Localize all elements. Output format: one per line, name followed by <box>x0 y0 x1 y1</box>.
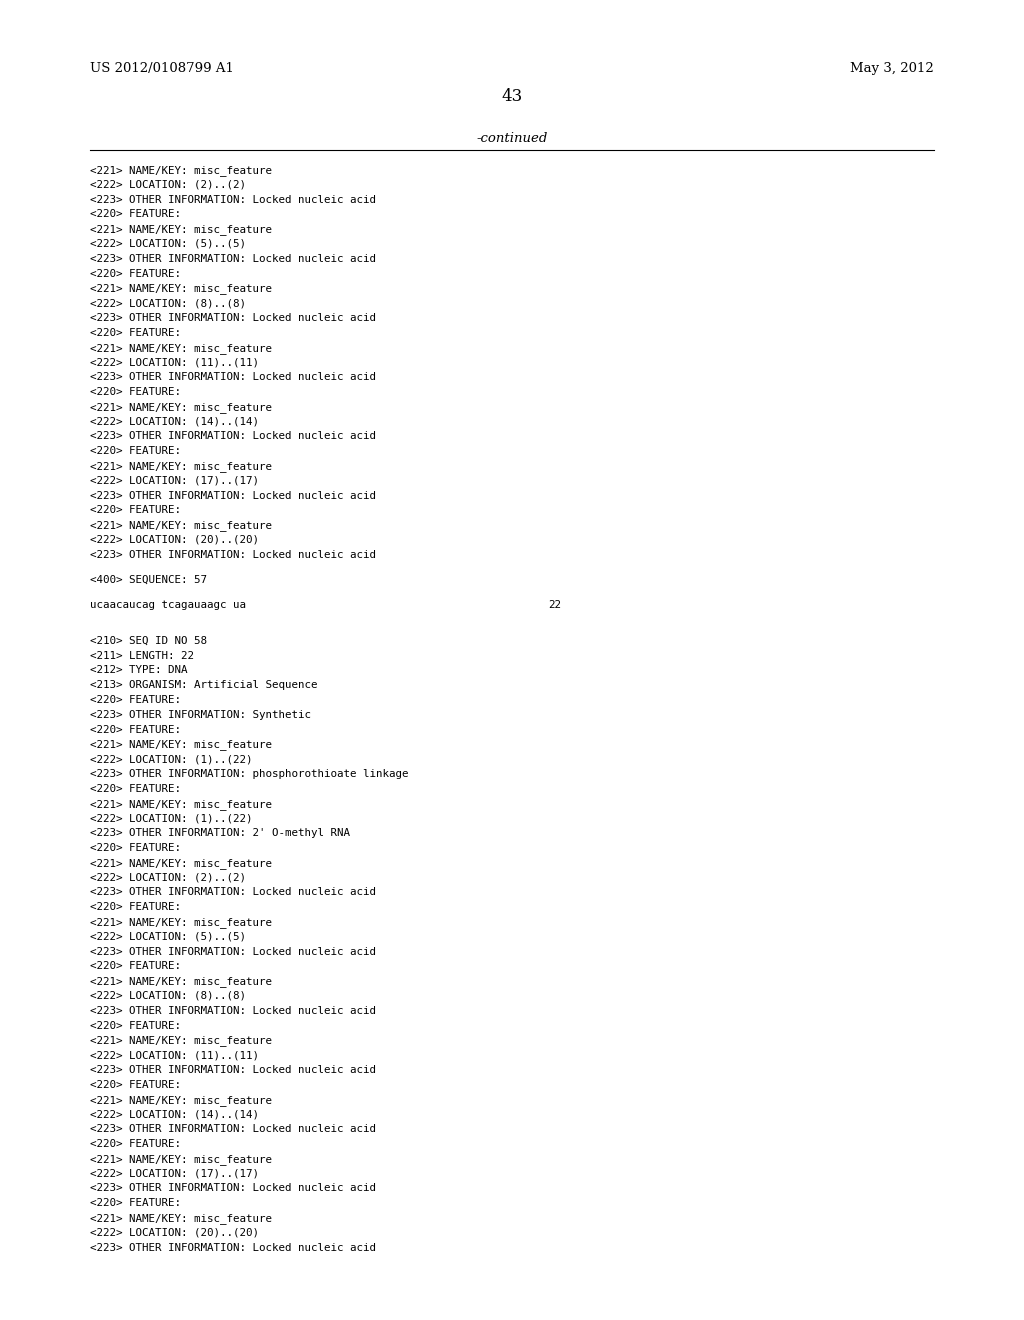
Text: <223> OTHER INFORMATION: phosphorothioate linkage: <223> OTHER INFORMATION: phosphorothioat… <box>90 770 409 779</box>
Text: <221> NAME/KEY: misc_feature: <221> NAME/KEY: misc_feature <box>90 917 272 928</box>
Text: <222> LOCATION: (20)..(20): <222> LOCATION: (20)..(20) <box>90 1228 259 1238</box>
Text: <222> LOCATION: (1)..(22): <222> LOCATION: (1)..(22) <box>90 813 253 824</box>
Text: <222> LOCATION: (5)..(5): <222> LOCATION: (5)..(5) <box>90 932 246 941</box>
Text: <220> FEATURE:: <220> FEATURE: <box>90 784 181 793</box>
Text: <220> FEATURE:: <220> FEATURE: <box>90 446 181 457</box>
Text: <221> NAME/KEY: misc_feature: <221> NAME/KEY: misc_feature <box>90 799 272 809</box>
Text: <223> OTHER INFORMATION: Locked nucleic acid: <223> OTHER INFORMATION: Locked nucleic … <box>90 887 376 898</box>
Text: <222> LOCATION: (17)..(17): <222> LOCATION: (17)..(17) <box>90 1168 259 1179</box>
Text: <222> LOCATION: (17)..(17): <222> LOCATION: (17)..(17) <box>90 475 259 486</box>
Text: May 3, 2012: May 3, 2012 <box>850 62 934 75</box>
Text: <222> LOCATION: (2)..(2): <222> LOCATION: (2)..(2) <box>90 180 246 190</box>
Text: <223> OTHER INFORMATION: 2' O-methyl RNA: <223> OTHER INFORMATION: 2' O-methyl RNA <box>90 828 350 838</box>
Text: <222> LOCATION: (1)..(22): <222> LOCATION: (1)..(22) <box>90 754 253 764</box>
Text: <221> NAME/KEY: misc_feature: <221> NAME/KEY: misc_feature <box>90 739 272 750</box>
Text: <222> LOCATION: (11)..(11): <222> LOCATION: (11)..(11) <box>90 358 259 367</box>
Text: <221> NAME/KEY: misc_feature: <221> NAME/KEY: misc_feature <box>90 284 272 294</box>
Text: <222> LOCATION: (8)..(8): <222> LOCATION: (8)..(8) <box>90 991 246 1001</box>
Text: <220> FEATURE:: <220> FEATURE: <box>90 327 181 338</box>
Text: <223> OTHER INFORMATION: Locked nucleic acid: <223> OTHER INFORMATION: Locked nucleic … <box>90 1184 376 1193</box>
Text: <221> NAME/KEY: misc_feature: <221> NAME/KEY: misc_feature <box>90 858 272 869</box>
Text: <211> LENGTH: 22: <211> LENGTH: 22 <box>90 651 195 660</box>
Text: <223> OTHER INFORMATION: Synthetic: <223> OTHER INFORMATION: Synthetic <box>90 710 311 719</box>
Text: <213> ORGANISM: Artificial Sequence: <213> ORGANISM: Artificial Sequence <box>90 680 317 690</box>
Text: <220> FEATURE:: <220> FEATURE: <box>90 961 181 972</box>
Text: <220> FEATURE:: <220> FEATURE: <box>90 1199 181 1208</box>
Text: <223> OTHER INFORMATION: Locked nucleic acid: <223> OTHER INFORMATION: Locked nucleic … <box>90 550 376 560</box>
Text: -continued: -continued <box>476 132 548 145</box>
Text: <221> NAME/KEY: misc_feature: <221> NAME/KEY: misc_feature <box>90 520 272 531</box>
Text: <222> LOCATION: (20)..(20): <222> LOCATION: (20)..(20) <box>90 535 259 545</box>
Text: <223> OTHER INFORMATION: Locked nucleic acid: <223> OTHER INFORMATION: Locked nucleic … <box>90 1006 376 1016</box>
Text: <220> FEATURE:: <220> FEATURE: <box>90 268 181 279</box>
Text: <222> LOCATION: (5)..(5): <222> LOCATION: (5)..(5) <box>90 239 246 249</box>
Text: <222> LOCATION: (14)..(14): <222> LOCATION: (14)..(14) <box>90 417 259 426</box>
Text: <220> FEATURE:: <220> FEATURE: <box>90 506 181 515</box>
Text: <223> OTHER INFORMATION: Locked nucleic acid: <223> OTHER INFORMATION: Locked nucleic … <box>90 313 376 323</box>
Text: <220> FEATURE:: <220> FEATURE: <box>90 1020 181 1031</box>
Text: <221> NAME/KEY: misc_feature: <221> NAME/KEY: misc_feature <box>90 1213 272 1224</box>
Text: <221> NAME/KEY: misc_feature: <221> NAME/KEY: misc_feature <box>90 165 272 176</box>
Text: <220> FEATURE:: <220> FEATURE: <box>90 1139 181 1148</box>
Text: <222> LOCATION: (14)..(14): <222> LOCATION: (14)..(14) <box>90 1109 259 1119</box>
Text: <220> FEATURE:: <220> FEATURE: <box>90 1080 181 1090</box>
Text: 22: 22 <box>548 601 561 610</box>
Text: <220> FEATURE:: <220> FEATURE: <box>90 902 181 912</box>
Text: <223> OTHER INFORMATION: Locked nucleic acid: <223> OTHER INFORMATION: Locked nucleic … <box>90 432 376 441</box>
Text: <220> FEATURE:: <220> FEATURE: <box>90 725 181 735</box>
Text: <221> NAME/KEY: misc_feature: <221> NAME/KEY: misc_feature <box>90 1094 272 1106</box>
Text: <221> NAME/KEY: misc_feature: <221> NAME/KEY: misc_feature <box>90 1154 272 1164</box>
Text: <221> NAME/KEY: misc_feature: <221> NAME/KEY: misc_feature <box>90 401 272 413</box>
Text: <221> NAME/KEY: misc_feature: <221> NAME/KEY: misc_feature <box>90 461 272 473</box>
Text: <221> NAME/KEY: misc_feature: <221> NAME/KEY: misc_feature <box>90 977 272 987</box>
Text: ucaacaucag tcagauaagc ua: ucaacaucag tcagauaagc ua <box>90 601 246 610</box>
Text: <223> OTHER INFORMATION: Locked nucleic acid: <223> OTHER INFORMATION: Locked nucleic … <box>90 194 376 205</box>
Text: <223> OTHER INFORMATION: Locked nucleic acid: <223> OTHER INFORMATION: Locked nucleic … <box>90 1242 376 1253</box>
Text: <223> OTHER INFORMATION: Locked nucleic acid: <223> OTHER INFORMATION: Locked nucleic … <box>90 372 376 383</box>
Text: <220> FEATURE:: <220> FEATURE: <box>90 843 181 853</box>
Text: <222> LOCATION: (11)..(11): <222> LOCATION: (11)..(11) <box>90 1051 259 1060</box>
Text: <212> TYPE: DNA: <212> TYPE: DNA <box>90 665 187 676</box>
Text: <220> FEATURE:: <220> FEATURE: <box>90 696 181 705</box>
Text: <221> NAME/KEY: misc_feature: <221> NAME/KEY: misc_feature <box>90 343 272 354</box>
Text: <210> SEQ ID NO 58: <210> SEQ ID NO 58 <box>90 636 207 645</box>
Text: <222> LOCATION: (2)..(2): <222> LOCATION: (2)..(2) <box>90 873 246 883</box>
Text: <222> LOCATION: (8)..(8): <222> LOCATION: (8)..(8) <box>90 298 246 308</box>
Text: <223> OTHER INFORMATION: Locked nucleic acid: <223> OTHER INFORMATION: Locked nucleic … <box>90 1065 376 1074</box>
Text: US 2012/0108799 A1: US 2012/0108799 A1 <box>90 62 234 75</box>
Text: <220> FEATURE:: <220> FEATURE: <box>90 387 181 397</box>
Text: <221> NAME/KEY: misc_feature: <221> NAME/KEY: misc_feature <box>90 1035 272 1047</box>
Text: <220> FEATURE:: <220> FEATURE: <box>90 210 181 219</box>
Text: 43: 43 <box>502 88 522 106</box>
Text: <223> OTHER INFORMATION: Locked nucleic acid: <223> OTHER INFORMATION: Locked nucleic … <box>90 253 376 264</box>
Text: <221> NAME/KEY: misc_feature: <221> NAME/KEY: misc_feature <box>90 224 272 235</box>
Text: <223> OTHER INFORMATION: Locked nucleic acid: <223> OTHER INFORMATION: Locked nucleic … <box>90 1125 376 1134</box>
Text: <223> OTHER INFORMATION: Locked nucleic acid: <223> OTHER INFORMATION: Locked nucleic … <box>90 491 376 500</box>
Text: <400> SEQUENCE: 57: <400> SEQUENCE: 57 <box>90 576 207 585</box>
Text: <223> OTHER INFORMATION: Locked nucleic acid: <223> OTHER INFORMATION: Locked nucleic … <box>90 946 376 957</box>
